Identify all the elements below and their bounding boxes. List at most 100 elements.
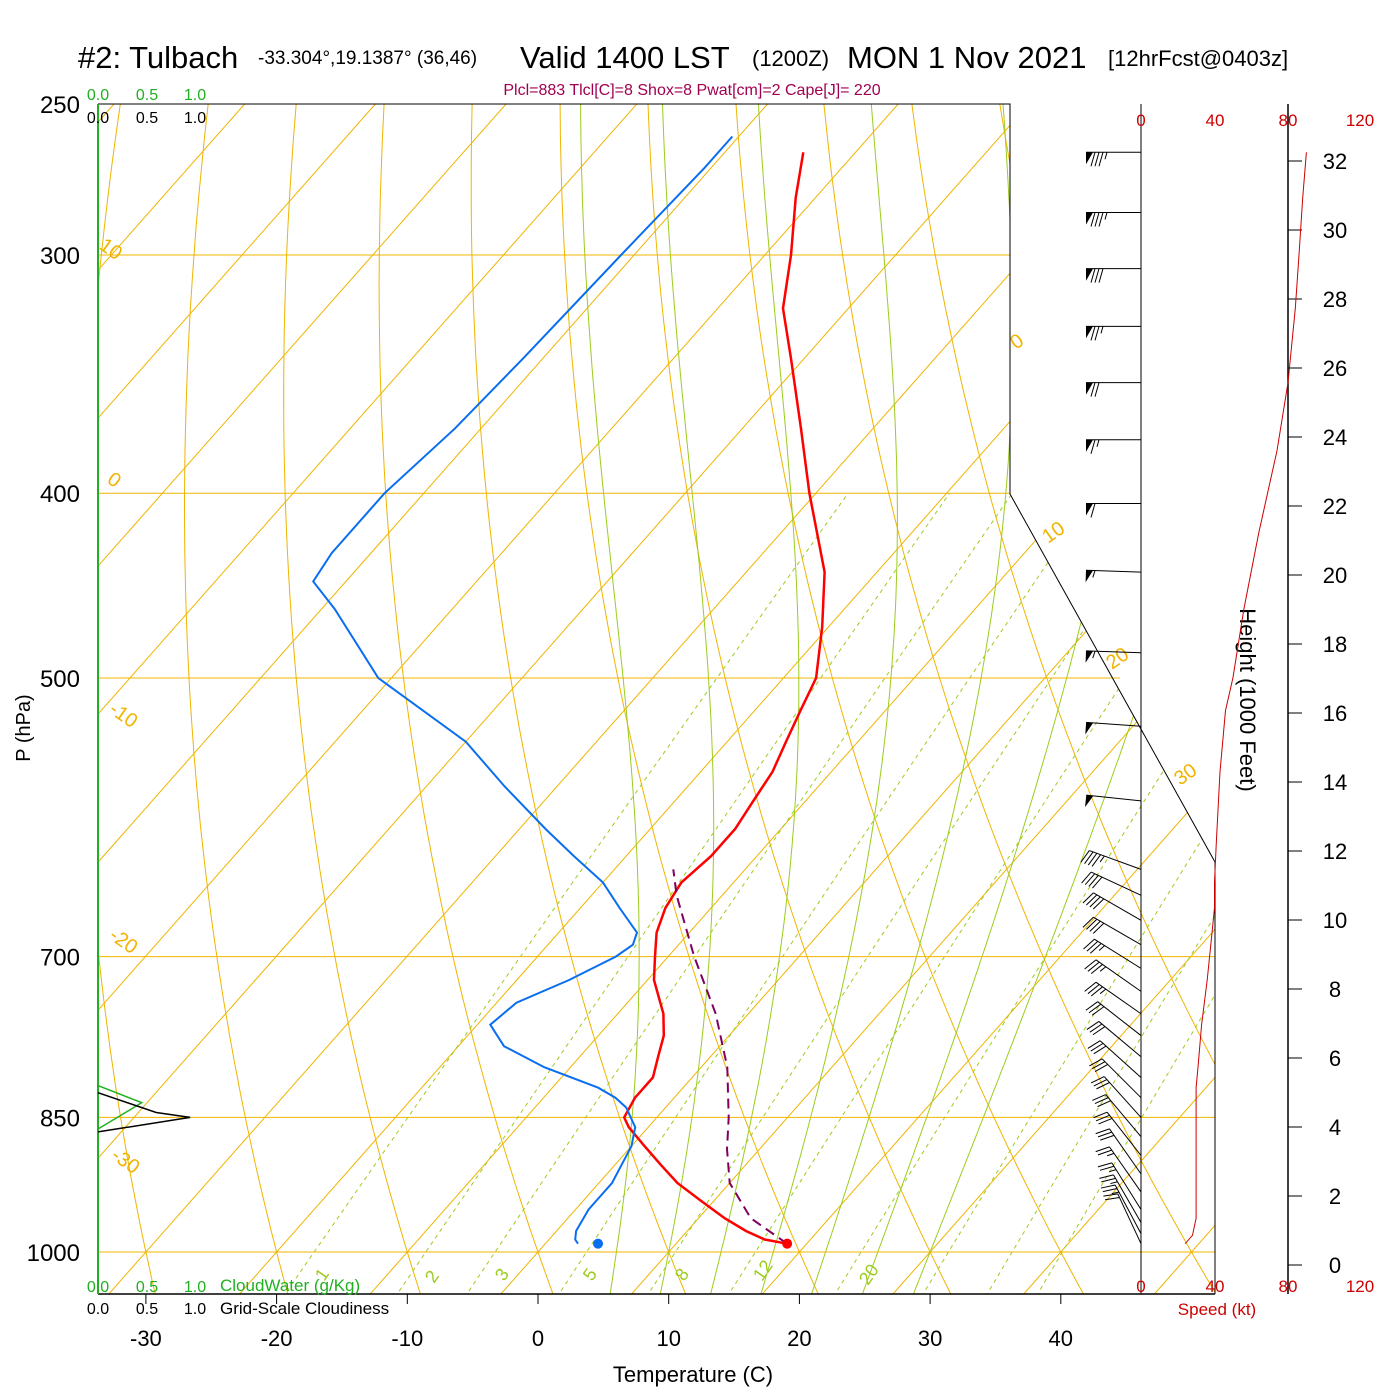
wind-barb-staff: [1093, 916, 1142, 946]
height-tick-label: 14: [1323, 770, 1347, 795]
wind-barb-pennant: [1085, 722, 1094, 735]
moist-adiabat: [651, 104, 715, 1294]
dry-adiabat: [98, 104, 165, 1294]
wind-barb-flag: [1097, 1100, 1111, 1108]
wind-barb-half-flag: [1106, 1152, 1115, 1157]
wind-barb-flag: [1094, 152, 1100, 167]
valid-time: Valid 1400 LST: [520, 40, 730, 75]
wind-speed-profile: [1184, 152, 1307, 1245]
temperature-profile: [622, 152, 826, 1245]
wind-barb-half-flag: [1099, 966, 1107, 972]
cloudiness-tick-top: 0.5: [136, 110, 158, 127]
wind-barb-flag: [1094, 326, 1100, 341]
wind-barb-flag: [1104, 1196, 1120, 1201]
wind-barb-staff: [1097, 1001, 1142, 1036]
wind-barb-staff: [1109, 1146, 1142, 1193]
wind-barb: [1084, 959, 1142, 992]
wind-barb-pennant: [1085, 795, 1094, 808]
parcel-path: [672, 869, 788, 1245]
wind-barb-flag: [1098, 268, 1104, 283]
pressure-tick-label: 250: [40, 92, 80, 119]
dry-adiabat: [646, 104, 971, 1294]
wind-barb-flag: [1093, 1079, 1108, 1087]
height-tick-label: 30: [1323, 218, 1347, 243]
x-axis-label: Temperature (C): [613, 1362, 773, 1387]
wind-barb-flag: [1092, 1094, 1106, 1101]
wind-barb: [1086, 382, 1141, 397]
isotherm-line: [98, 104, 638, 1294]
wind-barb-half-flag: [1111, 1191, 1120, 1195]
dewpoint-profile: [311, 135, 734, 1245]
speed-tick-top: 80: [1279, 111, 1298, 130]
dry-adiabat: [184, 104, 299, 1294]
cloudiness-label: Grid-Scale Cloudiness: [220, 1299, 389, 1318]
dry-adiabat-label: 30: [1170, 759, 1201, 790]
dry-adiabat-label: 10: [1038, 517, 1069, 548]
wind-barb-flag: [1095, 1146, 1110, 1153]
mixing-ratio-label: 3: [491, 1265, 513, 1285]
wind-barb-flag: [1092, 876, 1103, 889]
wind-barb-pennant: [1086, 326, 1093, 339]
wind-barb-flag: [1090, 326, 1096, 341]
cloudwater-tick-top: 1.0: [184, 87, 206, 104]
wind-barb: [1084, 981, 1142, 1015]
wind-barb-flag: [1098, 152, 1104, 167]
wind-barb: [1083, 938, 1142, 969]
wind-barb-flag: [1092, 898, 1105, 910]
wind-barb-flag: [1095, 1128, 1110, 1135]
isotherm-line: [892, 104, 1215, 1294]
cloudiness-tick-top: 1.0: [184, 110, 206, 127]
wind-barb: [1087, 1040, 1142, 1078]
wind-barb-flag: [1103, 1193, 1118, 1197]
mixing-ratio-label: 5: [579, 1265, 601, 1285]
wind-barb-flag: [1087, 853, 1098, 866]
wind-barb: [1085, 569, 1142, 583]
pressure-tick-label: 700: [40, 945, 80, 972]
x-tick-label: -30: [130, 1326, 162, 1351]
dry-adiabat: [907, 104, 1215, 1294]
forecast-info: [12hrFcst@0403z]: [1108, 46, 1289, 71]
speed-tick-top: 120: [1346, 111, 1374, 130]
mixing-ratio-line: [1015, 492, 1215, 1294]
wind-barb-flag: [1096, 1082, 1110, 1090]
height-tick-label: 24: [1323, 425, 1347, 450]
wind-barb-flag: [1100, 1184, 1116, 1189]
isotherm-line: [98, 104, 768, 1294]
wind-barb-flag: [1090, 986, 1103, 997]
wind-barb: [1097, 1162, 1142, 1210]
wind-barb-staff: [1086, 569, 1142, 573]
wind-barb-staff: [1101, 1058, 1142, 1099]
wind-barb-flag: [1094, 1097, 1109, 1104]
isotherm-line: [98, 104, 246, 1294]
station-title: #2: Tulbach: [78, 40, 239, 75]
moist-adiabat: [580, 104, 640, 1294]
wind-barb-half-flag: [1099, 855, 1105, 863]
wind-barb-half-flag: [1099, 988, 1107, 995]
dry-adiabat-label: 0: [103, 468, 125, 492]
wind-barb-flag: [1091, 1006, 1105, 1016]
isotherm-line: [98, 104, 376, 1294]
wind-barb-flag: [1090, 268, 1096, 283]
isotherm-line: [108, 104, 1160, 1294]
wind-barb-staff: [1098, 1021, 1142, 1058]
wind-barb: [1086, 325, 1141, 341]
wind-barb-flag: [1098, 212, 1104, 227]
surface-temperature-dot: [782, 1238, 793, 1249]
pressure-tick-label: 850: [40, 1105, 80, 1132]
date: MON 1 Nov 2021: [847, 40, 1087, 75]
wind-barb-flag: [1086, 1021, 1100, 1031]
wind-barb-flag: [1094, 268, 1100, 283]
mixing-ratio-line: [258, 492, 849, 1294]
mixing-ratio-line: [534, 492, 1096, 1294]
wind-barb-flag: [1080, 850, 1090, 863]
speed-tick-bottom: 40: [1206, 1277, 1225, 1296]
wind-barb-flag: [1099, 1174, 1114, 1179]
wind-barb: [1103, 1193, 1142, 1244]
height-tick-label: 16: [1323, 701, 1347, 726]
wind-barb: [1093, 1111, 1142, 1156]
wind-barb: [1095, 1128, 1142, 1175]
wind-barb-flag: [1093, 1111, 1108, 1119]
dry-adiabat: [378, 104, 568, 1294]
cloudwater-tick-bottom: 1.0: [184, 1279, 206, 1296]
